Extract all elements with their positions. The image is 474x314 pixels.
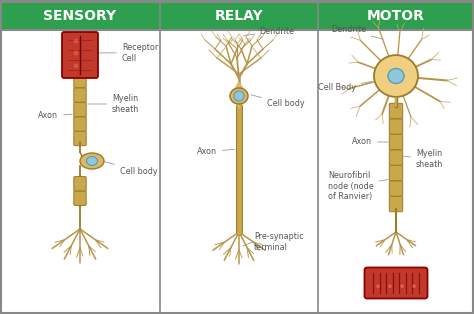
FancyBboxPatch shape xyxy=(389,103,403,119)
Text: RELAY: RELAY xyxy=(215,9,264,23)
Circle shape xyxy=(388,284,392,288)
FancyBboxPatch shape xyxy=(389,134,403,150)
Ellipse shape xyxy=(86,156,98,165)
FancyBboxPatch shape xyxy=(74,73,86,88)
Circle shape xyxy=(73,51,79,56)
Circle shape xyxy=(376,284,380,288)
FancyBboxPatch shape xyxy=(365,268,428,299)
Text: Dendrite: Dendrite xyxy=(244,26,294,35)
FancyBboxPatch shape xyxy=(389,196,403,212)
Text: Cell body: Cell body xyxy=(251,95,305,109)
Text: Axon: Axon xyxy=(38,111,72,121)
FancyBboxPatch shape xyxy=(74,131,86,146)
Text: Cell body: Cell body xyxy=(105,162,158,176)
FancyBboxPatch shape xyxy=(62,32,98,78)
Text: Dendrite: Dendrite xyxy=(331,25,383,39)
Text: Axon: Axon xyxy=(352,138,388,147)
Text: Cell Body: Cell Body xyxy=(318,82,371,93)
Text: Pre-synaptic
terminal: Pre-synaptic terminal xyxy=(254,232,304,252)
Text: Myelin
sheath: Myelin sheath xyxy=(404,149,443,169)
Polygon shape xyxy=(232,82,246,94)
Text: Neurofibril
node (node
of Ranvier): Neurofibril node (node of Ranvier) xyxy=(328,171,388,201)
Circle shape xyxy=(73,63,79,68)
FancyBboxPatch shape xyxy=(389,181,403,196)
Circle shape xyxy=(234,91,244,101)
Text: Axon: Axon xyxy=(197,148,234,156)
Circle shape xyxy=(73,39,79,44)
Text: Receptor
Cell: Receptor Cell xyxy=(99,43,158,62)
Polygon shape xyxy=(234,98,244,108)
FancyBboxPatch shape xyxy=(389,150,403,165)
FancyBboxPatch shape xyxy=(74,176,86,191)
Ellipse shape xyxy=(230,88,248,104)
FancyBboxPatch shape xyxy=(389,165,403,181)
FancyBboxPatch shape xyxy=(389,119,403,134)
FancyBboxPatch shape xyxy=(74,117,86,131)
Text: SENSORY: SENSORY xyxy=(44,9,117,23)
FancyBboxPatch shape xyxy=(74,88,86,102)
Circle shape xyxy=(400,284,404,288)
FancyBboxPatch shape xyxy=(74,102,86,117)
Text: Myelin
sheath: Myelin sheath xyxy=(88,94,139,114)
Ellipse shape xyxy=(80,153,104,169)
Bar xyxy=(1,2,473,30)
Ellipse shape xyxy=(374,55,418,97)
FancyBboxPatch shape xyxy=(74,191,86,205)
Ellipse shape xyxy=(388,68,404,84)
Circle shape xyxy=(412,284,416,288)
Text: MOTOR: MOTOR xyxy=(367,9,425,23)
